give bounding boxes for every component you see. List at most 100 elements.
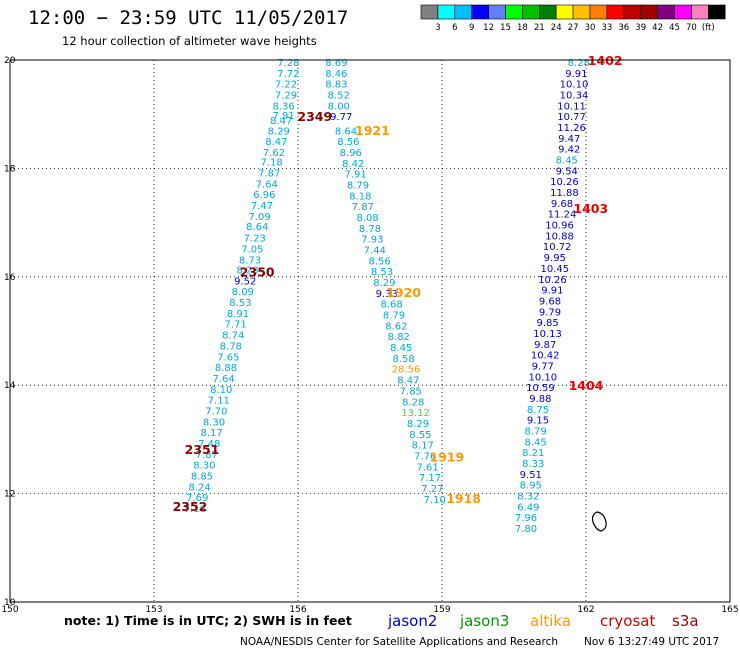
wave-height-value: 8.79 — [383, 311, 405, 322]
wave-height-value: 11.26 — [557, 123, 586, 134]
colorbar-swatch — [674, 4, 692, 20]
wave-height-value: 6.49 — [517, 502, 539, 513]
pass-time-label: 1921 — [355, 123, 390, 138]
wave-height-value: 8.91 — [227, 309, 249, 320]
wave-height-value: 9.85 — [536, 318, 558, 329]
colorbar-swatch — [691, 4, 709, 20]
pass-time-label: 1918 — [446, 491, 481, 506]
wave-height-value: 10.59 — [526, 383, 555, 394]
wave-height-value: 9.88 — [529, 394, 551, 405]
satellite-legend-item: cryosat — [600, 612, 655, 630]
pass-time-label: 2352 — [173, 499, 208, 514]
colorbar-swatch — [538, 4, 557, 20]
wave-height-value: 8.17 — [200, 428, 222, 439]
wave-height-value: 10.42 — [531, 351, 560, 362]
wave-height-value: 8.68 — [380, 300, 402, 311]
pass-time-label: 2349 — [297, 109, 332, 124]
wave-height-value: 8.36 — [272, 101, 294, 112]
wave-height-value: 7.69 — [186, 493, 208, 504]
colorbar-label: 70 — [686, 23, 697, 33]
wave-height-value: 7.93 — [361, 235, 383, 246]
wave-height-value: 8.78 — [220, 341, 242, 352]
wave-height-value: 7.11 — [208, 396, 230, 407]
colorbar-label: 21 — [534, 23, 545, 33]
wave-height-value: 7.16 — [184, 504, 206, 515]
wave-height-value: 10.10 — [560, 80, 589, 91]
satellite-legend-item: jason3 — [459, 612, 509, 630]
wave-height-value: 8.74 — [222, 331, 244, 342]
colorbar-label: 30 — [585, 23, 596, 33]
wave-height-values: 7.287.727.227.298.367.918.478.298.477.62… — [184, 58, 590, 535]
wave-height-value: 10.45 — [540, 264, 569, 275]
wave-height-value: 8.78 — [359, 224, 381, 235]
colorbar-label: 42 — [652, 23, 663, 33]
wave-height-value: 9.77 — [330, 112, 352, 123]
wave-height-value: 7.29 — [275, 90, 297, 101]
island-outline — [591, 511, 607, 532]
wave-height-value: 10.10 — [528, 372, 557, 383]
wave-height-value: 8.47 — [270, 116, 292, 127]
colorbar-label: 39 — [635, 23, 646, 33]
wave-height-value: 7.22 — [275, 80, 297, 91]
wave-height-value: 8.18 — [349, 191, 371, 202]
wave-height-value: 8.55 — [409, 430, 431, 441]
wave-height-value: 8.21 — [522, 448, 544, 459]
wave-height-value: 8.73 — [239, 255, 261, 266]
colorbar-label: 15 — [500, 23, 511, 33]
colorbar-swatch — [488, 4, 506, 20]
time-annotations: 2349235023512352192119201919191814021403… — [173, 53, 623, 514]
wave-height-value: 10.26 — [550, 177, 579, 188]
wave-height-value: 8.30 — [203, 417, 225, 428]
wave-height-value: 10.77 — [557, 112, 586, 123]
wave-height-value: 8.08 — [356, 213, 378, 224]
colorbar-label: 18 — [517, 23, 528, 33]
pass-time-label: 1403 — [573, 201, 608, 216]
wave-height-value: 7.27 — [421, 484, 443, 495]
wave-height-value: 8.75 — [527, 405, 549, 416]
wave-height-value: 9.15 — [527, 416, 549, 427]
plot-frame — [9, 59, 731, 603]
satellite-legend: jason2 jason3 altika cryosat s3a — [387, 612, 699, 630]
colorbar-swatch — [437, 4, 456, 20]
wave-height-value: 8.69 — [325, 58, 347, 69]
wave-height-value: 8.29 — [373, 278, 395, 289]
wave-height-value: 7.91 — [344, 170, 366, 181]
wave-height-value: 7.65 — [217, 352, 239, 363]
pass-time-label: 2350 — [240, 264, 275, 279]
wave-height-value: 7.64 — [256, 179, 278, 190]
wave-height-value: 6.96 — [253, 190, 275, 201]
wave-height-value: 9.91 — [565, 69, 587, 80]
wave-height-value: 7.91 — [272, 111, 294, 122]
wave-height-value: 7.17 — [419, 473, 441, 484]
colorbar-swatch — [454, 4, 472, 20]
wave-height-value: 8.28 — [568, 58, 590, 69]
chart-title: 12:00 − 23:59 UTC 11/05/2017 — [28, 7, 348, 29]
colorbar-label: 36 — [618, 23, 629, 33]
wave-height-value: 8.47 — [265, 137, 287, 148]
wave-height-value: 8.53 — [371, 267, 393, 278]
colorbar-label: 45 — [669, 23, 680, 33]
pass-time-label: 1919 — [429, 450, 464, 465]
colorbar-label: 27 — [568, 23, 579, 33]
wave-height-value: 28.56 — [392, 365, 421, 376]
wave-height-value: 7.47 — [251, 201, 273, 212]
colorbar-swatch — [505, 4, 523, 20]
wave-height-value: 8.45 — [524, 437, 546, 448]
pass-time-label: 2351 — [185, 442, 220, 457]
wave-height-value: 9.33 — [376, 289, 398, 300]
pass-time-label: 1404 — [569, 378, 604, 393]
wave-height-value: 7.23 — [244, 234, 266, 245]
wave-height-value: 7.48 — [198, 439, 220, 450]
colorbar-label: 24 — [551, 23, 562, 33]
colorbar: 3 6 9 12 15 18 21 24 27 30 33 36 39 42 45 70 (ft) — [420, 4, 726, 33]
footer-note: note: 1) Time is in UTC; 2) SWH is in fe… — [64, 613, 352, 628]
wave-height-value: 7.10 — [424, 495, 446, 506]
wave-height-value: 9.68 — [539, 296, 561, 307]
satellite-legend-item: altika — [530, 612, 571, 630]
wave-height-value: 8.62 — [385, 321, 407, 332]
wave-height-value: 7.05 — [241, 244, 263, 255]
wave-height-value: 7.09 — [248, 212, 270, 223]
colorbar-swatch — [623, 4, 641, 20]
timestamp: Nov 6 13:27:49 UTC 2017 — [584, 636, 719, 648]
